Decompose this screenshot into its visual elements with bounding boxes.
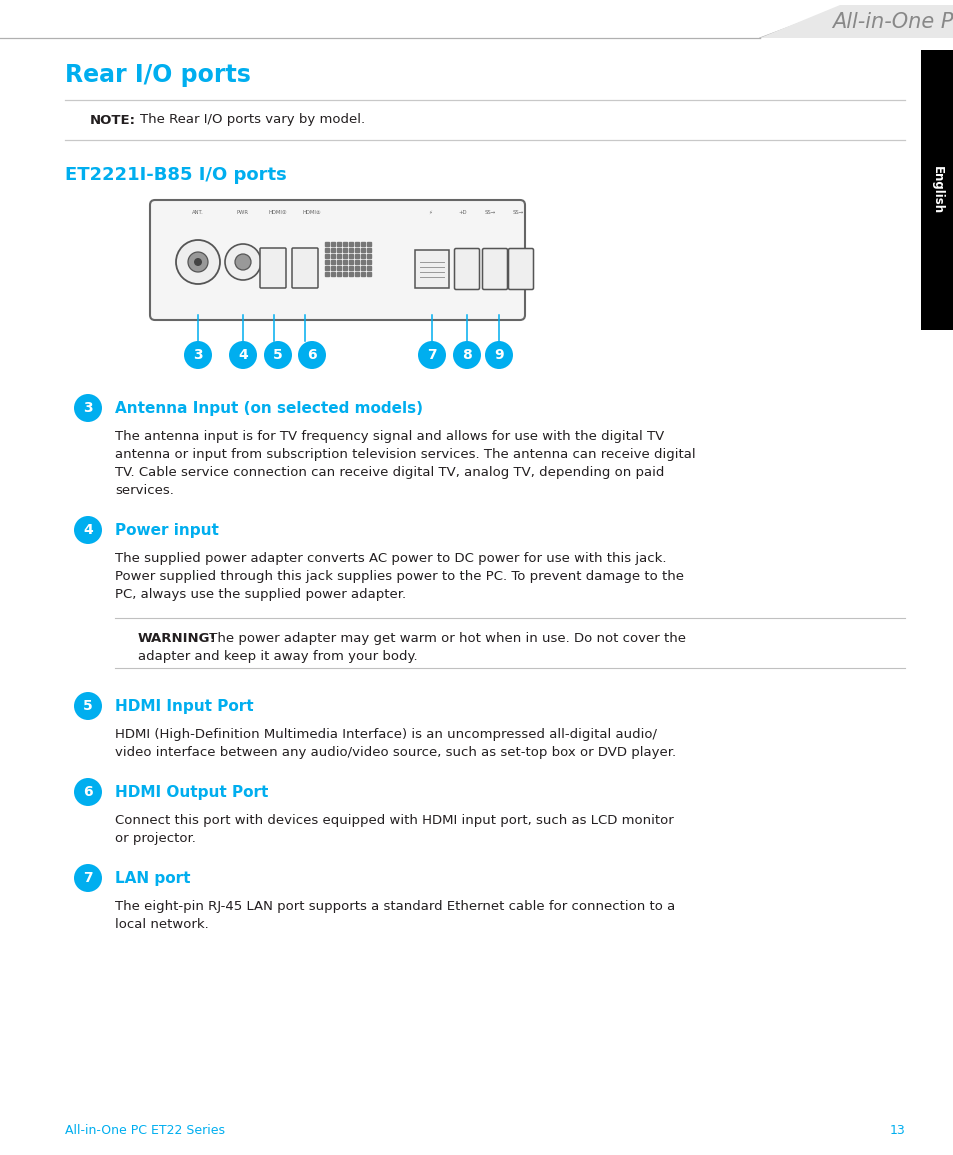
Circle shape [74,516,102,544]
Text: Rear I/O ports: Rear I/O ports [65,64,251,87]
Polygon shape [760,5,953,38]
Text: SS→: SS→ [484,209,495,215]
Text: Power input: Power input [115,522,218,537]
Text: The antenna input is for TV frequency signal and allows for use with the digital: The antenna input is for TV frequency si… [115,430,663,444]
Text: PWR: PWR [236,209,249,215]
FancyBboxPatch shape [150,200,524,320]
FancyBboxPatch shape [920,50,953,330]
Circle shape [184,341,212,368]
Text: adapter and keep it away from your body.: adapter and keep it away from your body. [138,650,417,663]
Text: 7: 7 [83,871,92,885]
Text: Connect this port with devices equipped with HDMI input port, such as LCD monito: Connect this port with devices equipped … [115,814,673,827]
Text: or projector.: or projector. [115,832,195,845]
Circle shape [229,341,256,368]
Text: HDMI②: HDMI② [302,209,321,215]
Text: HDMI (High-Definition Multimedia Interface) is an uncompressed all-digital audio: HDMI (High-Definition Multimedia Interfa… [115,728,657,742]
Text: Antenna Input (on selected models): Antenna Input (on selected models) [115,401,422,416]
Text: The supplied power adapter converts AC power to DC power for use with this jack.: The supplied power adapter converts AC p… [115,552,666,565]
Text: LAN port: LAN port [115,871,191,886]
Text: 8: 8 [461,348,472,362]
Text: The Rear I/O ports vary by model.: The Rear I/O ports vary by model. [140,113,365,127]
Text: HDMI Input Port: HDMI Input Port [115,699,253,714]
Circle shape [234,254,251,270]
Circle shape [74,692,102,720]
Text: 3: 3 [193,348,203,362]
Text: HDMI Output Port: HDMI Output Port [115,784,268,799]
FancyBboxPatch shape [454,248,479,290]
Text: ⚡: ⚡ [428,209,432,215]
Text: HDMI①: HDMI① [269,209,287,215]
Circle shape [175,240,220,284]
Text: The eight-pin RJ-45 LAN port supports a standard Ethernet cable for connection t: The eight-pin RJ-45 LAN port supports a … [115,900,675,912]
Text: local network.: local network. [115,918,209,931]
Circle shape [297,341,326,368]
Text: 3: 3 [83,401,92,415]
Text: ET2221I-B85 I/O ports: ET2221I-B85 I/O ports [65,166,287,184]
Circle shape [264,341,292,368]
Text: PC, always use the supplied power adapter.: PC, always use the supplied power adapte… [115,588,406,601]
Text: 6: 6 [83,785,92,799]
Text: NOTE:: NOTE: [90,113,136,127]
Text: 4: 4 [83,523,92,537]
Text: WARNING!: WARNING! [138,632,216,644]
Circle shape [193,258,202,266]
Text: ANT.: ANT. [192,209,204,215]
Text: 5: 5 [83,699,92,713]
Text: SS→: SS→ [512,209,523,215]
Text: English: English [929,166,943,214]
Text: 9: 9 [494,348,503,362]
Text: TV. Cable service connection can receive digital TV, analog TV, depending on pai: TV. Cable service connection can receive… [115,465,663,479]
Text: 5: 5 [273,348,283,362]
Circle shape [453,341,480,368]
Text: services.: services. [115,484,173,497]
Text: All-in-One PC ET22 Series: All-in-One PC ET22 Series [65,1124,225,1137]
Circle shape [225,244,261,280]
Text: The power adapter may get warm or hot when in use. Do not cover the: The power adapter may get warm or hot wh… [205,632,685,644]
Text: video interface between any audio/video source, such as set-top box or DVD playe: video interface between any audio/video … [115,746,676,759]
Circle shape [484,341,513,368]
Text: antenna or input from subscription television services. The antenna can receive : antenna or input from subscription telev… [115,448,695,461]
Text: 4: 4 [238,348,248,362]
FancyBboxPatch shape [292,248,317,288]
FancyBboxPatch shape [508,248,533,290]
FancyBboxPatch shape [260,248,286,288]
Text: 13: 13 [888,1124,904,1137]
Circle shape [188,252,208,271]
Circle shape [74,394,102,422]
Text: +D: +D [458,209,467,215]
Circle shape [74,778,102,806]
FancyBboxPatch shape [415,249,449,288]
Text: All-in-One PC: All-in-One PC [831,12,953,32]
Text: Power supplied through this jack supplies power to the PC. To prevent damage to : Power supplied through this jack supplie… [115,571,683,583]
Circle shape [74,864,102,892]
Text: 6: 6 [307,348,316,362]
Circle shape [417,341,446,368]
FancyBboxPatch shape [482,248,507,290]
Text: 7: 7 [427,348,436,362]
